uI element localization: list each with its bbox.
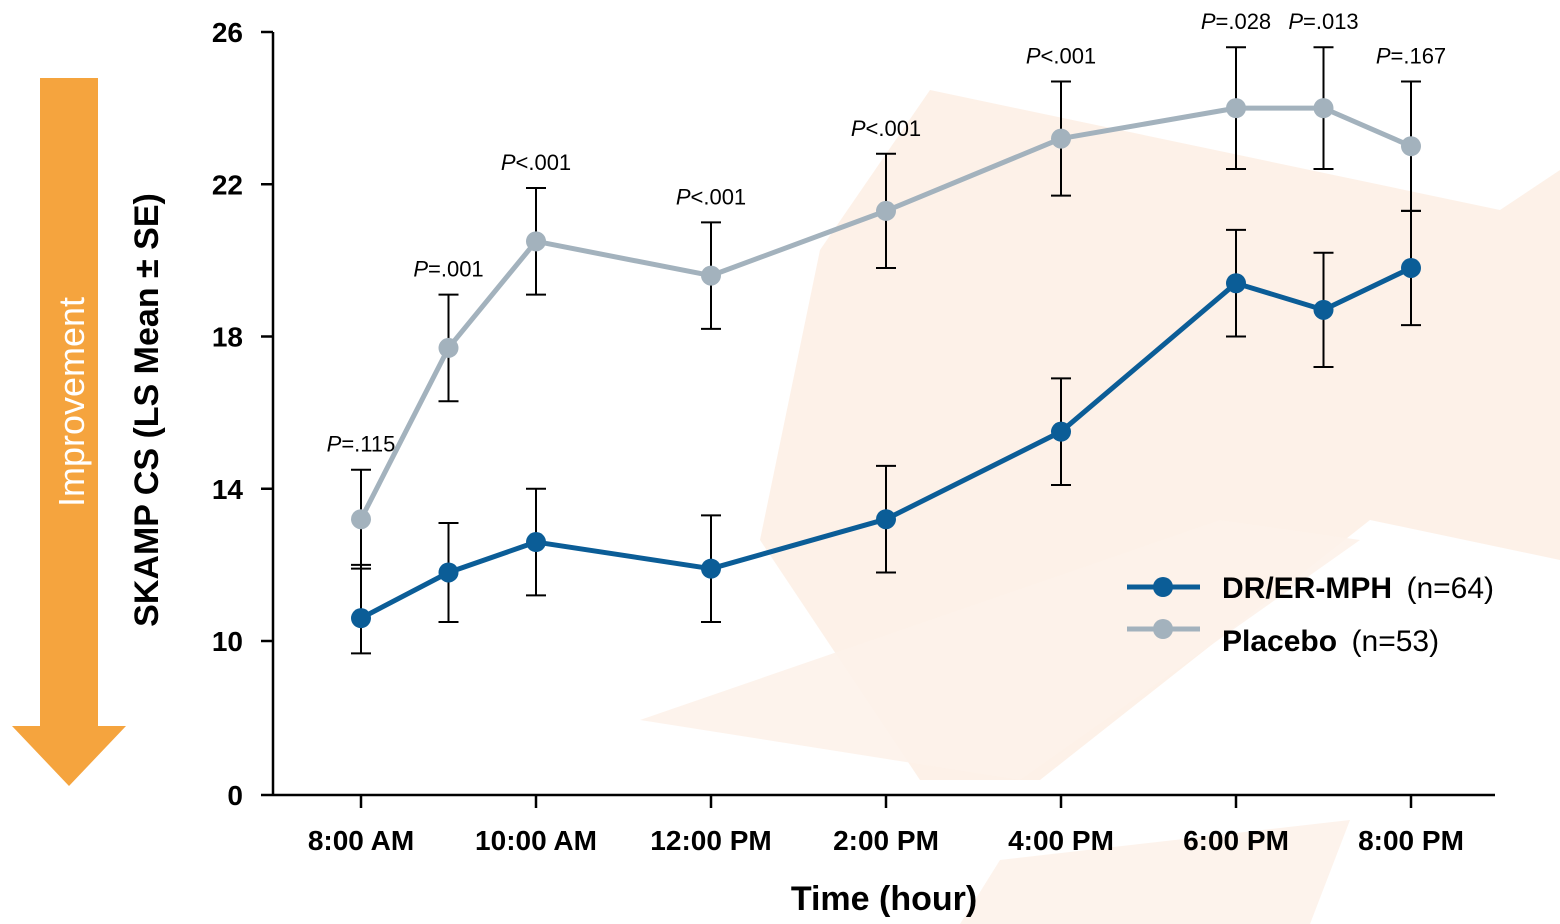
y-axis-title: SKAMP CS (LS Mean ± SE) (128, 193, 166, 627)
data-point-dr-er-mph (876, 509, 896, 530)
y-tick-label: 14 (212, 474, 244, 505)
x-tick-label: 6:00 PM (1183, 825, 1289, 856)
data-point-dr-er-mph (1313, 299, 1334, 320)
legend-series-n-placebo: (n=53) (1352, 625, 1440, 658)
legend-label-placebo: Placebo (n=53) (1222, 625, 1439, 658)
legend-series-name-placebo: Placebo (1222, 625, 1337, 658)
data-point-dr-er-mph (351, 608, 371, 629)
p-value-label: P<.001 (1026, 43, 1096, 68)
data-point-placebo (526, 231, 546, 252)
data-point-placebo (701, 265, 721, 286)
p-value-label: P=.028 (1201, 9, 1271, 34)
p-value-label: P<.001 (501, 150, 571, 175)
y-tick-label: 18 (212, 322, 243, 353)
p-value-label: P=.013 (1288, 9, 1358, 34)
watermark-shape-1 (760, 90, 1560, 780)
series-dr-er-mph (351, 209, 1421, 655)
legend-series-name-dr-er-mph: DR/ER-MPH (1222, 572, 1392, 605)
p-value-label: P=.115 (327, 432, 396, 457)
data-point-placebo (1226, 98, 1246, 119)
data-point-dr-er-mph (1051, 421, 1071, 442)
x-axis-title: Time (hour) (791, 880, 977, 918)
y-tick-label: 0 (227, 780, 243, 811)
data-point-placebo (438, 337, 459, 358)
x-tick-label: 10:00 AM (475, 825, 597, 856)
data-point-placebo (1313, 98, 1334, 119)
improvement-arrow-head (12, 726, 126, 786)
x-tick-label: 4:00 PM (1008, 825, 1114, 856)
series-placebo (351, 46, 1421, 570)
x-tick-label: 2:00 PM (833, 825, 939, 856)
data-point-dr-er-mph (1401, 257, 1421, 278)
data-point-placebo (1401, 136, 1421, 157)
improvement-arrow: Improvement (12, 78, 126, 786)
p-value-label: P<.001 (851, 116, 921, 141)
watermark-shape-3 (960, 820, 1350, 924)
data-point-dr-er-mph (438, 562, 459, 583)
p-value-label: P=.167 (1376, 43, 1446, 68)
legend-series-n-dr-er-mph: (n=64) (1406, 572, 1494, 605)
legend-item-dr-er-mph: DR/ER-MPH (n=64) (1127, 572, 1494, 605)
data-point-placebo (1051, 128, 1071, 149)
improvement-label: Improvement (51, 297, 92, 507)
data-point-dr-er-mph (526, 532, 546, 553)
x-tick-label: 8:00 AM (308, 825, 414, 856)
data-point-placebo (876, 200, 896, 221)
legend-item-placebo: Placebo (n=53) (1127, 619, 1439, 658)
x-tick-label: 12:00 PM (650, 825, 771, 856)
legend: DR/ER-MPH (n=64) Placebo (n=53) (1127, 572, 1494, 658)
legend-label-dr-er-mph: DR/ER-MPH (n=64) (1222, 572, 1494, 605)
data-point-dr-er-mph (1226, 273, 1246, 294)
data-point-dr-er-mph (701, 558, 721, 579)
legend-marker-dr-er-mph (1153, 577, 1173, 597)
p-value-label: P=.001 (413, 257, 483, 282)
data-point-placebo (351, 509, 371, 530)
p-value-label: P<.001 (676, 184, 746, 209)
y-tick-label: 26 (212, 17, 243, 48)
improvement-arrow-shaft (40, 78, 98, 728)
legend-marker-placebo (1153, 619, 1173, 639)
y-tick-label: 10 (212, 626, 243, 657)
y-tick-label: 22 (212, 169, 243, 200)
x-tick-label: 8:00 PM (1358, 825, 1464, 856)
